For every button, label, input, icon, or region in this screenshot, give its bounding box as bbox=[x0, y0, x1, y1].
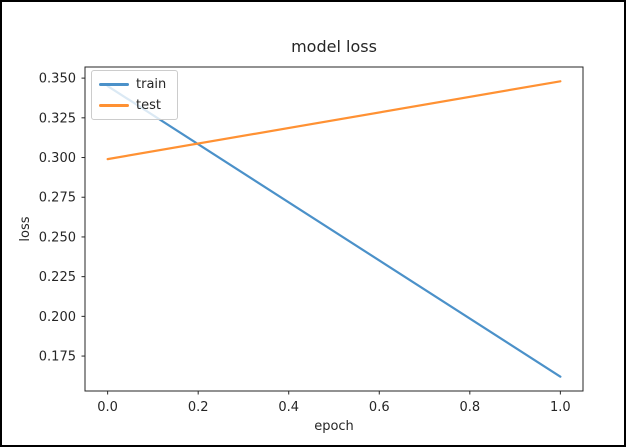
y-tick-label: 0.225 bbox=[39, 270, 76, 285]
series-line-train bbox=[106, 84, 562, 378]
x-tick-label: 0.6 bbox=[369, 400, 390, 415]
y-tick-label: 0.200 bbox=[39, 310, 76, 325]
x-tick-label: 0.8 bbox=[459, 400, 480, 415]
axes-spines bbox=[84, 66, 584, 392]
legend-swatch-test-line-icon bbox=[99, 103, 129, 107]
series-line-test bbox=[106, 80, 562, 161]
x-tick-label: 0.4 bbox=[278, 400, 299, 415]
legend-entry-train: train bbox=[99, 75, 166, 93]
legend-label-test: test bbox=[136, 97, 161, 113]
legend-entry-test: test bbox=[99, 96, 166, 114]
y-tick-label: 0.300 bbox=[39, 151, 76, 166]
legend-label-train: train bbox=[136, 76, 167, 92]
x-tick-label: 0.0 bbox=[97, 400, 118, 415]
y-tick-label: 0.275 bbox=[39, 191, 76, 206]
y-tick-label: 0.250 bbox=[39, 230, 76, 245]
y-tick-label: 0.325 bbox=[39, 111, 76, 126]
x-axis: 0.0 0.2 0.4 0.6 0.8 1.0 bbox=[97, 391, 571, 415]
x-tick-label: 1.0 bbox=[550, 400, 571, 415]
legend: train test bbox=[91, 70, 179, 120]
y-tick-label: 0.350 bbox=[39, 72, 76, 87]
x-axis-label: epoch bbox=[314, 419, 354, 434]
chart-title: model loss bbox=[291, 37, 377, 56]
legend-swatch-train-line-icon bbox=[99, 82, 129, 86]
y-axis: 0.175 0.200 0.225 0.250 0.275 0.300 0.325 0.350 bbox=[39, 72, 85, 365]
y-axis-label: loss bbox=[18, 216, 33, 242]
x-tick-label: 0.2 bbox=[188, 400, 209, 415]
series-lines bbox=[106, 80, 562, 378]
y-tick-label: 0.175 bbox=[39, 350, 76, 365]
